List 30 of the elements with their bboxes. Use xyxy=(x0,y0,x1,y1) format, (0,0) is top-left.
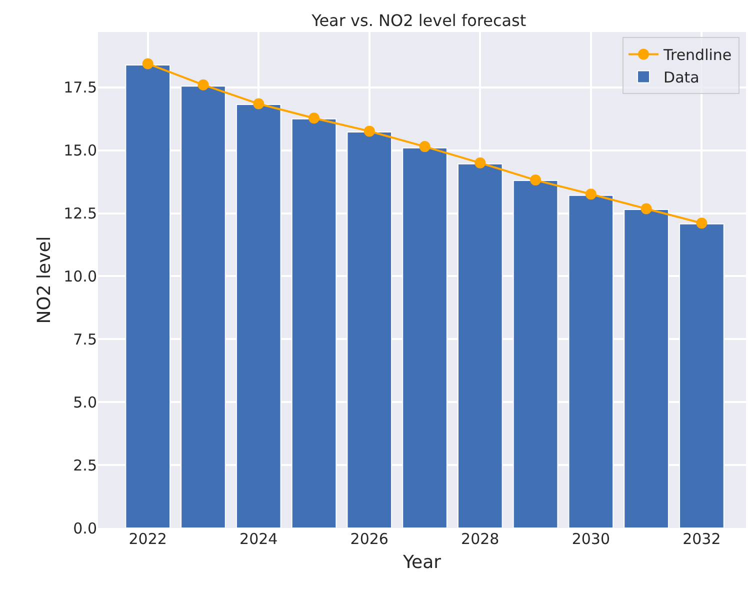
point xyxy=(585,188,596,200)
y-tick-label: 10.0 xyxy=(64,267,97,286)
y-tick-label: 0.0 xyxy=(73,519,97,538)
y-tick-label: 7.5 xyxy=(73,330,97,348)
point xyxy=(198,79,209,90)
y-tick-label: 5.0 xyxy=(73,393,97,412)
point xyxy=(419,141,430,152)
point xyxy=(364,126,375,137)
point xyxy=(308,112,320,124)
x-tick-label: 2024 xyxy=(240,530,278,548)
y-tick-label: 12.5 xyxy=(64,204,97,223)
point xyxy=(696,218,708,229)
point xyxy=(640,203,652,214)
point xyxy=(530,174,542,186)
x-tick-label: 2030 xyxy=(572,530,610,548)
point xyxy=(474,157,486,168)
point xyxy=(253,98,264,110)
y-axis-title: NO2 level xyxy=(34,236,55,324)
x-tick-label: 2022 xyxy=(128,530,167,548)
x-tick-label: 2028 xyxy=(461,530,500,548)
y-tick-label: 17.5 xyxy=(64,78,97,97)
point xyxy=(142,58,154,70)
legend-label: Trendline xyxy=(662,46,732,64)
x-tick-label: 2026 xyxy=(350,530,388,548)
x-axis-title: Year xyxy=(402,552,442,574)
y-tick-label: 15.0 xyxy=(64,142,97,160)
chart-title: Year vs. NO2 level forecast xyxy=(310,11,526,30)
legend-label: Data xyxy=(664,68,700,87)
y-tick-label: 2.5 xyxy=(73,456,97,474)
x-tick-label: 2032 xyxy=(682,530,721,548)
